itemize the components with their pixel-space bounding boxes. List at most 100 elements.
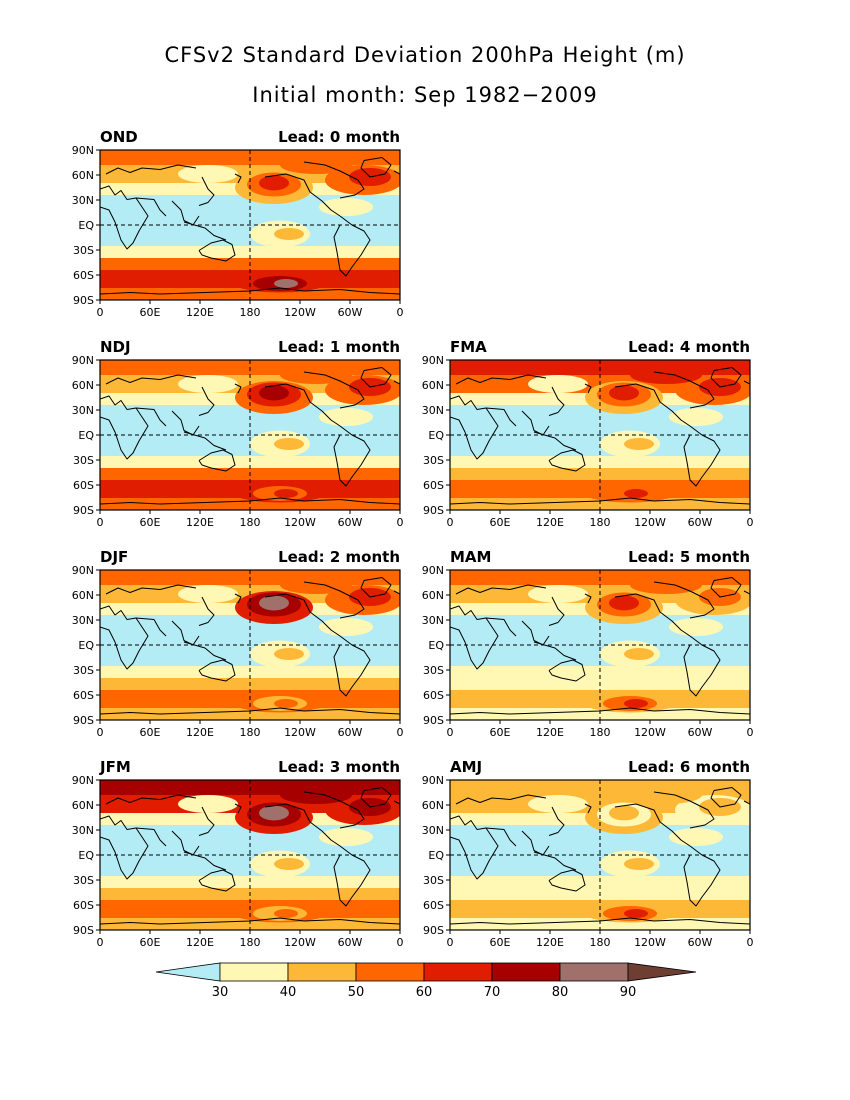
coastline <box>743 380 750 385</box>
y-tick-label: 30N <box>422 404 444 417</box>
panel-season-label: AMJ <box>450 758 482 776</box>
coastline <box>135 197 167 217</box>
coastline <box>198 869 236 892</box>
coastline <box>234 383 242 394</box>
x-tick-label: 60E <box>140 306 161 319</box>
coastline <box>100 707 400 715</box>
coastline <box>171 830 200 856</box>
chart-title: CFSv2 Standard Deviation 200hPa Height (… <box>164 43 685 67</box>
x-tick-label: 120W <box>284 726 316 739</box>
field-anomaly <box>259 175 289 191</box>
x-tick-label: 0 <box>747 936 754 949</box>
colorbar-level-label: 30 <box>212 985 229 1000</box>
y-tick-label: 60S <box>73 689 94 702</box>
coastline <box>333 215 371 277</box>
x-tick-label: 0 <box>97 726 104 739</box>
panel-season-label: JFM <box>99 758 131 776</box>
y-tick-label: 30S <box>73 244 94 257</box>
coastline <box>303 161 365 199</box>
x-tick-label: 0 <box>747 516 754 529</box>
coastline <box>450 917 750 925</box>
y-tick-label: 30S <box>73 664 94 677</box>
x-tick-label: 180 <box>240 726 261 739</box>
x-tick-label: 120E <box>186 936 214 949</box>
panel-lead-label: Lead: 4 month <box>628 338 750 356</box>
field-anomaly <box>259 805 289 821</box>
y-tick-label: 90S <box>423 924 444 937</box>
coastline <box>683 845 721 907</box>
field-anomaly <box>669 828 723 846</box>
coastline <box>584 593 592 604</box>
coastline <box>198 239 236 262</box>
coastline <box>614 803 691 847</box>
x-tick-label: 120E <box>536 936 564 949</box>
field-anomaly <box>319 828 373 846</box>
y-tick-label: 90S <box>73 924 94 937</box>
coastline <box>105 164 197 175</box>
field-anomaly <box>669 408 723 426</box>
coastline <box>100 185 149 250</box>
map-panel: 0 60E 120E 180 120W 60W 0 90N 60N 30N EQ 30S 60S 90S M… <box>422 548 754 739</box>
field-anomaly <box>630 576 702 594</box>
coastline <box>548 449 586 472</box>
field-anomaly <box>280 366 352 384</box>
coastline <box>653 581 715 619</box>
x-tick-label: 0 <box>397 936 404 949</box>
map-field <box>450 360 750 510</box>
coastline <box>485 827 517 847</box>
map-panel: 0 60E 120E 180 120W 60W 0 90N 60N 30N EQ 30S 60S 90S A… <box>422 758 754 949</box>
coastline <box>548 596 565 626</box>
y-tick-label: 90S <box>73 714 94 727</box>
coastline <box>393 170 400 175</box>
coastline <box>450 395 499 460</box>
field-anomaly <box>178 585 238 603</box>
x-tick-label: 0 <box>97 516 104 529</box>
y-tick-label: 30N <box>72 404 94 417</box>
x-tick-label: 180 <box>240 306 261 319</box>
map-field <box>100 150 400 300</box>
y-tick-label: 60N <box>72 589 94 602</box>
coastline <box>360 577 392 598</box>
y-tick-label: 90N <box>72 564 94 577</box>
x-tick-label: 0 <box>397 516 404 529</box>
field-anomaly <box>319 198 373 216</box>
coastline <box>485 407 517 427</box>
y-tick-label: EQ <box>428 849 444 862</box>
field-anomaly <box>624 909 648 918</box>
panels: 0 60E 120E 180 120W 60W 0 90N 60N 30N EQ 30S 60S 90S O… <box>72 128 754 949</box>
x-tick-label: 120W <box>284 516 316 529</box>
coastline <box>333 635 371 697</box>
map-panel: 0 60E 120E 180 120W 60W 0 90N 60N 30N EQ 30S 60S 90S D… <box>72 548 404 739</box>
coastline <box>100 497 400 505</box>
field-anomaly <box>528 795 588 813</box>
y-tick-label: 60N <box>422 379 444 392</box>
field-anomaly <box>630 366 702 384</box>
coastline <box>234 803 242 814</box>
x-tick-label: 60E <box>490 516 511 529</box>
coastline <box>198 659 236 682</box>
field-anomaly <box>274 228 304 240</box>
map-panel: 0 60E 120E 180 120W 60W 0 90N 60N 30N EQ 30S 60S 90S F… <box>422 338 754 529</box>
coastline <box>548 386 565 416</box>
colorbar-segment <box>423 962 493 982</box>
coastline <box>710 787 742 808</box>
coastline <box>264 383 341 427</box>
coastline <box>198 449 236 472</box>
y-tick-label: 30N <box>72 824 94 837</box>
colorbar-level-label: 70 <box>484 985 501 1000</box>
coastline <box>360 787 392 808</box>
x-tick-label: 180 <box>590 936 611 949</box>
field-anomaly <box>280 576 352 594</box>
coastline <box>100 815 149 880</box>
coastline <box>105 374 197 385</box>
y-tick-label: 30N <box>422 824 444 837</box>
coastline <box>450 605 499 670</box>
colorbar-level-label: 60 <box>416 985 433 1000</box>
x-tick-label: 120W <box>634 936 666 949</box>
panel-lead-label: Lead: 1 month <box>278 338 400 356</box>
x-tick-label: 60W <box>688 726 713 739</box>
colorbar-level-label: 80 <box>552 985 569 1000</box>
y-tick-label: 60N <box>72 379 94 392</box>
coastline <box>360 157 392 178</box>
coastline <box>455 374 547 385</box>
